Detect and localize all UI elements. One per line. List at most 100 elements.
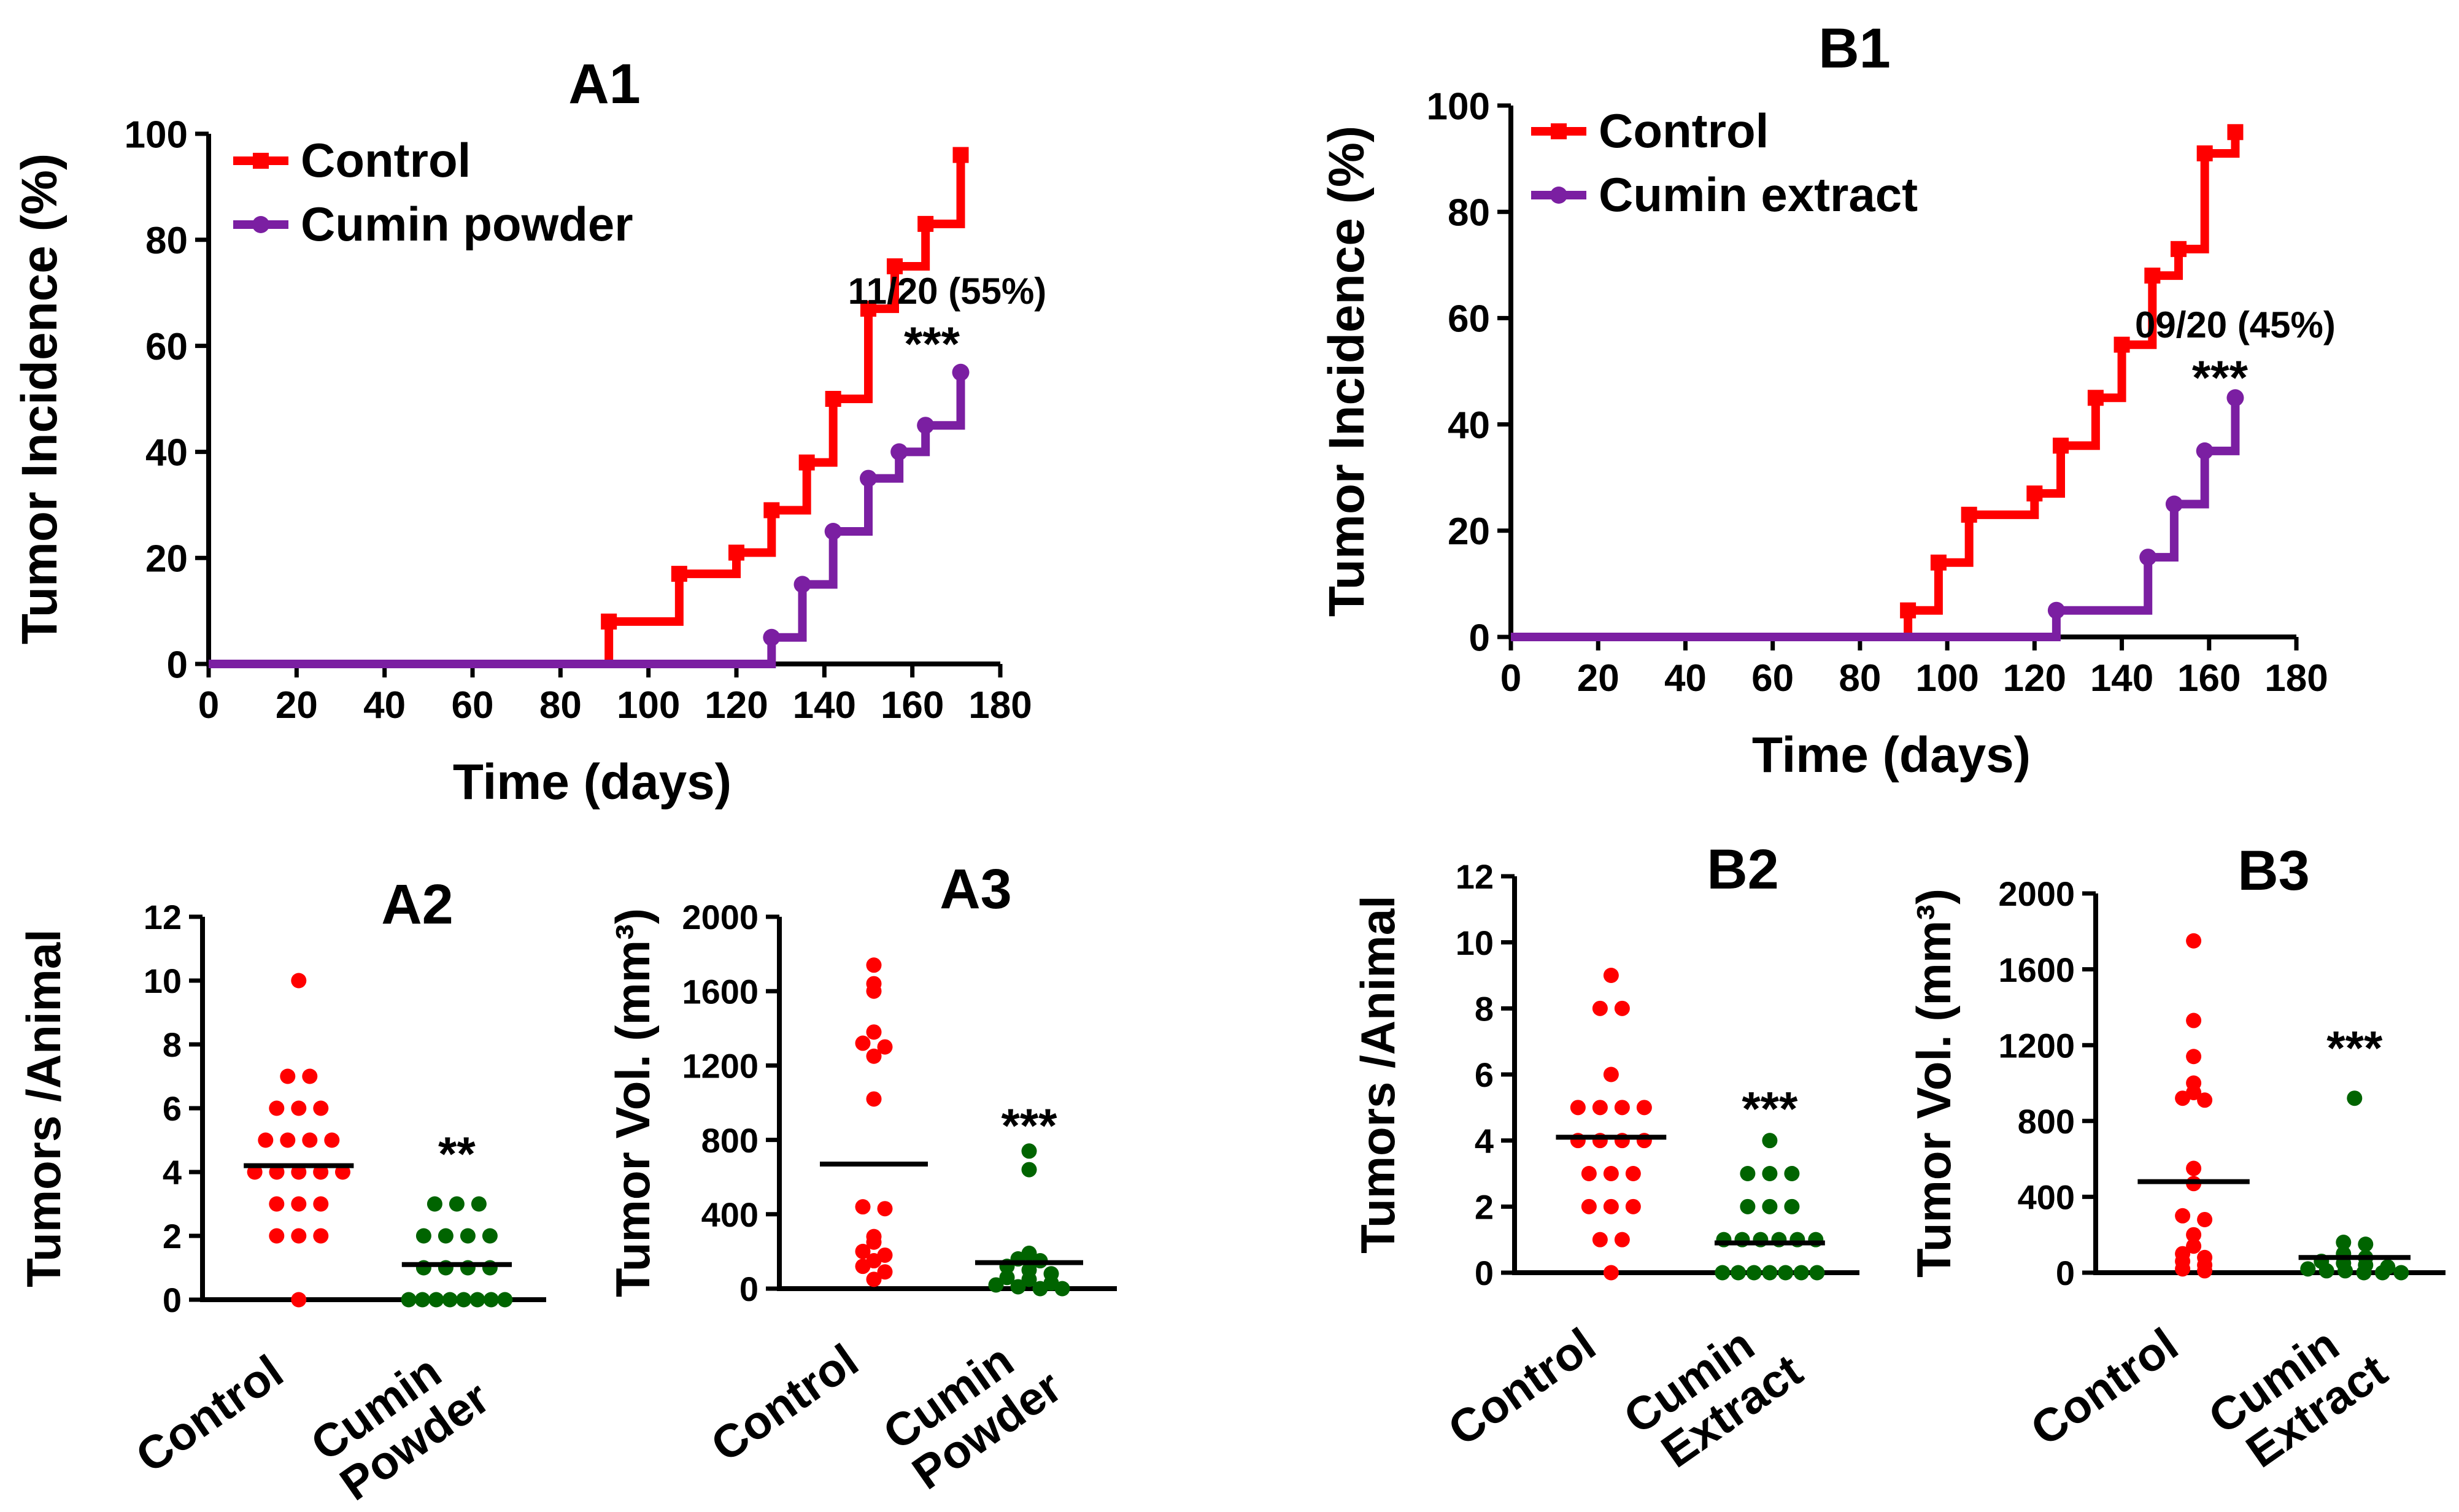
data-point: [1603, 1265, 1619, 1281]
data-point: [855, 1199, 871, 1215]
data-point: [471, 1196, 487, 1212]
y-tick-label: 2: [163, 1217, 182, 1256]
y-tick-label: 800: [701, 1121, 759, 1160]
data-point: [1021, 1143, 1037, 1159]
data-point: [2047, 601, 2065, 619]
chart-A2: 0 2 4 6 8 10 12 A2 Tumors /Animal Control CuminPow…: [17, 873, 546, 1511]
data-point: [280, 1068, 296, 1084]
data-point: [952, 147, 969, 163]
data-point: [1570, 1100, 1586, 1116]
y-tick-label: 1200: [1998, 1026, 2075, 1065]
chart-title: B3: [2237, 839, 2310, 902]
data-point: [824, 523, 842, 540]
data-point: [1010, 1279, 1026, 1295]
y-axis-label: Tumor Incidence (%): [1319, 126, 1375, 617]
data-point: [1592, 1100, 1608, 1116]
y-tick-label: 0: [739, 1270, 759, 1308]
y-tick-label: 10: [1456, 924, 1494, 962]
data-point: [1614, 1100, 1630, 1116]
y-tick-label: 20: [1448, 511, 1490, 553]
y-tick-label: 1200: [682, 1047, 759, 1086]
data-point: [798, 454, 815, 471]
y-tick-label: 400: [701, 1195, 759, 1234]
y-tick-label: 800: [2018, 1102, 2075, 1141]
data-point: [247, 1164, 263, 1180]
x-tick-label: 20: [1577, 657, 1619, 700]
data-point: [1930, 554, 1947, 571]
data-point: [1592, 1000, 1608, 1016]
y-tick-label: 0: [167, 644, 188, 686]
data-point: [442, 1292, 458, 1308]
x-tick-label: 140: [2090, 657, 2153, 700]
data-point: [460, 1228, 476, 1244]
chart-title: B2: [1707, 838, 1779, 901]
data-point: [601, 613, 617, 630]
data-point: [269, 1100, 285, 1116]
data-point: [860, 301, 876, 317]
data-point: [2197, 1211, 2213, 1227]
data-point: [763, 628, 781, 646]
legend-marker: [253, 153, 269, 169]
x-tick-label: 180: [968, 684, 1032, 727]
legend-label: Control: [301, 133, 471, 187]
data-point: [269, 1228, 285, 1244]
data-point: [269, 1196, 285, 1212]
data-point: [1021, 1262, 1037, 1278]
x-tick-label: 60: [1751, 657, 1794, 700]
y-tick-label: 60: [145, 326, 188, 368]
data-point: [313, 1196, 329, 1212]
significance-mark: ***: [904, 317, 960, 371]
data-point: [2175, 1246, 2191, 1262]
y-tick-label: 4: [1475, 1122, 1494, 1160]
y-tick-label: 1600: [1998, 951, 2075, 989]
data-point: [2114, 336, 2130, 353]
data-point: [324, 1132, 340, 1148]
data-point: [1778, 1265, 1794, 1281]
x-tick-label: 160: [881, 684, 944, 727]
data-point: [952, 363, 970, 381]
chart-B3: 0 400 800 1200 1600 2000 B3 Tumor Vol. (mm³) Con…: [1907, 839, 2445, 1478]
x-tick-label: 0: [198, 684, 219, 727]
data-point: [427, 1196, 442, 1212]
data-point: [1740, 1166, 1756, 1181]
data-point: [313, 1228, 329, 1244]
data-point: [1793, 1265, 1809, 1281]
data-point: [1784, 1198, 1800, 1214]
data-point: [2175, 1208, 2191, 1224]
y-tick-label: 100: [1427, 85, 1490, 128]
series-line-control: [1511, 132, 2240, 641]
data-point: [890, 443, 908, 461]
data-point: [415, 1228, 431, 1244]
data-point: [280, 1132, 296, 1148]
data-point: [1614, 1000, 1630, 1016]
data-point: [855, 1035, 871, 1051]
y-tick-label: 0: [163, 1281, 182, 1319]
data-point: [2186, 1227, 2202, 1243]
data-point: [269, 1164, 285, 1180]
data-point: [866, 1024, 882, 1040]
data-point: [2197, 1092, 2213, 1108]
data-point: [1762, 1133, 1778, 1149]
y-tick-label: 1600: [682, 972, 759, 1011]
data-point: [291, 1292, 307, 1308]
data-point: [866, 1271, 882, 1287]
y-tick-label: 2000: [682, 898, 759, 936]
data-point: [2226, 389, 2244, 407]
data-point: [2336, 1235, 2352, 1251]
legend-marker: [1550, 187, 1567, 204]
data-point: [2053, 438, 2069, 454]
data-point: [1581, 1166, 1597, 1181]
chart-B2: 0 2 4 6 8 10 12 B2 Tumors /Animal Control CuminExt…: [1351, 838, 1859, 1478]
y-axis-label: Tumor Incidence (%): [12, 153, 68, 644]
data-point: [291, 1164, 307, 1180]
y-tick-label: 80: [1448, 192, 1490, 234]
legend-label: Cumin powder: [301, 197, 633, 251]
x-tick-label: 20: [276, 684, 318, 727]
data-point: [793, 576, 811, 593]
data-point: [1900, 602, 1917, 619]
data-point: [1730, 1265, 1746, 1281]
data-point: [1592, 1232, 1608, 1248]
